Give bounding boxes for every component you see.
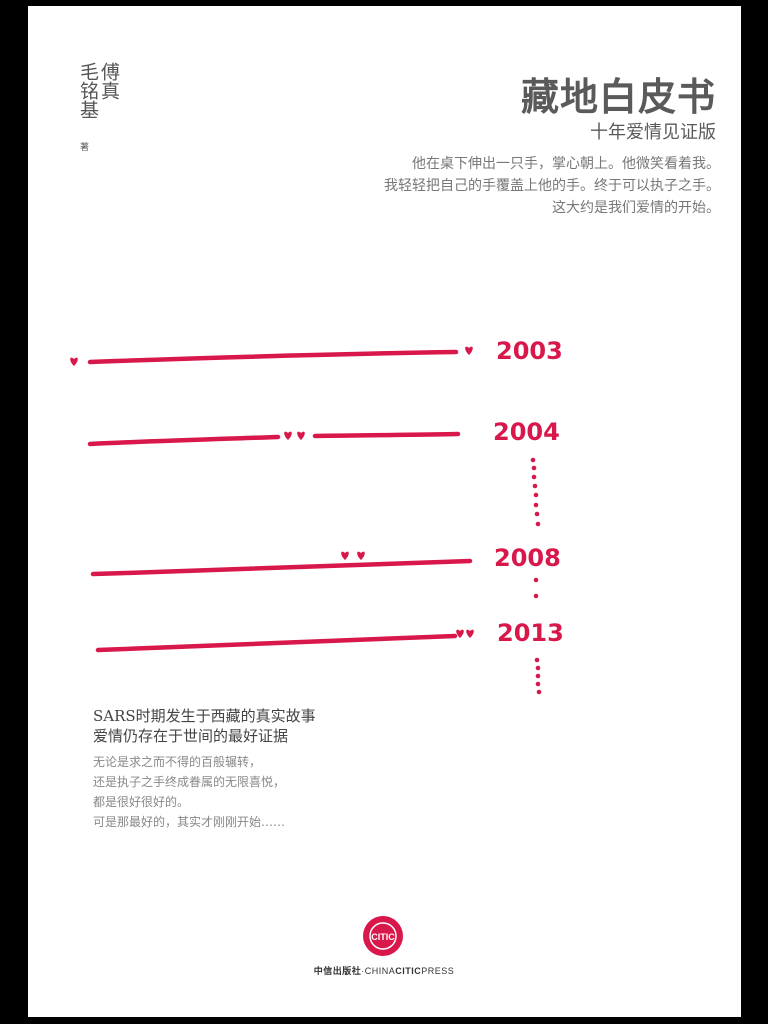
author-fu-zhen-text: 傅真 [97,62,120,100]
timeline-line-2003 [87,349,459,365]
publisher-en-prefix: CHINA [364,966,396,976]
year-label-2004: 2004 [493,418,560,446]
story-line: 还是执子之手终成眷属的无限喜悦， [93,775,286,789]
heart-icon [341,551,349,560]
tagline-line-1: SARS时期发生于西藏的真实故事 [93,707,316,725]
heart-icon [297,431,305,440]
author-fu-zhen: 傅真 [97,62,120,105]
publisher-en-bold: CITIC [395,966,422,976]
citic-logo-icon: CITIC [363,916,403,956]
citic-logo-text: CITIC [371,932,395,942]
author-mao-mingji-text: 毛铭基 [76,62,99,119]
heart-icon [284,431,292,440]
heart-icon [357,551,365,560]
story-line: 都是很好很好的。 [93,795,190,809]
publisher-name: 中信出版社·CHINACITICPRESS [0,964,768,977]
blurb-line: 我轻轻把自己的手覆盖上他的手。终于可以执子之手。 [384,178,720,194]
story-blurb: 无论是求之而不得的百般辗转， 还是执子之手终成眷属的无限喜悦， 都是很好很好的。… [93,752,285,832]
blurb: 他在桌下伸出一只手，掌心朝上。他微笑看着我。 我轻轻把自己的手覆盖上他的手。终于… [384,153,720,219]
author-role: 著 [80,143,90,153]
publisher-cn: 中信出版社 [313,966,362,976]
tagline-line-2: 爱情仍存在于世间的最好证据 [93,727,289,745]
heart-icon [456,629,464,638]
timeline-line-2004-b [312,431,461,439]
timeline-line-2004-a [87,434,281,447]
author-mao-mingji: 毛铭基 [76,62,99,124]
book-cover-page [28,6,741,1017]
publisher-separator: · [361,966,365,976]
blurb-line: 他在桌下伸出一只手，掌心朝上。他微笑看着我。 [412,156,720,172]
heart-icon [466,629,474,638]
timeline-line-2013 [95,633,458,653]
heart-icon [70,357,78,366]
year-label-2008: 2008 [494,544,561,572]
blurb-line: 这大约是我们爱情的开始。 [552,200,720,216]
book-title: 藏地白皮书 [520,74,716,119]
book-subtitle: 十年爱情见证版 [590,122,716,143]
heart-icon [465,346,473,355]
year-label-2003: 2003 [496,337,563,365]
timeline-line-2008 [90,558,473,577]
publisher-en-suffix: PRESS [421,966,455,976]
story-line: 无论是求之而不得的百般辗转， [93,755,262,769]
year-label-2013: 2013 [497,619,564,647]
story-line: 可是那最好的，其实才刚刚开始…… [93,815,286,829]
